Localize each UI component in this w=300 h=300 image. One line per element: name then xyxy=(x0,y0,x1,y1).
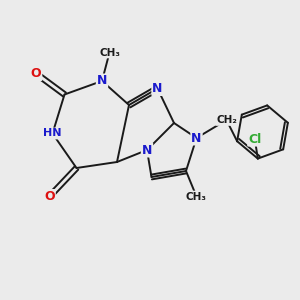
Text: N: N xyxy=(191,131,202,145)
Text: O: O xyxy=(31,67,41,80)
Text: Cl: Cl xyxy=(248,133,261,146)
Text: CH₃: CH₃ xyxy=(99,47,120,58)
Text: CH₂: CH₂ xyxy=(216,115,237,125)
Text: HN: HN xyxy=(43,128,62,139)
Text: O: O xyxy=(44,190,55,203)
Text: CH₃: CH₃ xyxy=(186,191,207,202)
Text: N: N xyxy=(97,74,107,88)
Text: N: N xyxy=(142,143,152,157)
Text: N: N xyxy=(152,82,163,95)
